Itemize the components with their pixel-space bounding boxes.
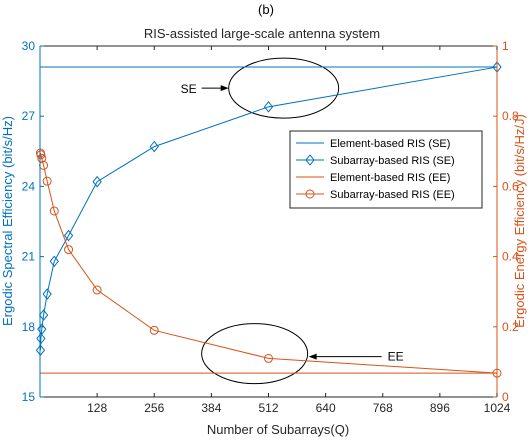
ee-arrow-head	[308, 353, 317, 360]
series-line-1	[39, 66, 498, 351]
y-right-tick-label: 0	[502, 390, 509, 404]
ee-annotation-label: EE	[388, 350, 404, 364]
y-right-tick-label: 0.2	[502, 320, 519, 334]
data-point-diamond	[92, 175, 102, 188]
data-point-circle	[64, 245, 74, 255]
annotation-layer: SE EE	[181, 82, 404, 364]
legend-label: Subarray-based RIS (SE)	[330, 155, 455, 167]
data-point-diamond	[36, 332, 46, 345]
y-axis-left-label: Ergodic Spectral Efficiency (bit/s/Hz)	[0, 116, 15, 326]
legend-label: Element-based RIS (EE)	[330, 172, 450, 184]
se-annotation-label: SE	[181, 82, 197, 96]
y-right-tick-label: 1	[502, 39, 509, 53]
legend-marker-circle	[305, 189, 315, 199]
x-axis-label: Number of Subarrays(Q)	[207, 422, 349, 437]
data-point-diamond	[49, 255, 59, 268]
ee-ellipse	[201, 323, 309, 385]
data-point-circle	[149, 325, 159, 335]
y-left-tick-label: 15	[22, 390, 36, 404]
legend-marker-diamond	[305, 154, 315, 166]
y-left-tick-label: 27	[22, 109, 36, 123]
y-right-tick-label: 0.6	[502, 179, 519, 193]
legend-label: Subarray-based RIS (EE)	[330, 189, 455, 201]
data-point-circle	[36, 150, 46, 160]
y-axis-right-label: Ergodic Energy Efficiency (bit/s/Hz/J)	[512, 114, 527, 328]
x-tick-label: 768	[373, 401, 393, 415]
y-left-tick-label: 18	[22, 320, 36, 334]
data-point-diamond	[149, 140, 159, 153]
legend: Element-based RIS (SE) Subarray-based RIS…	[289, 130, 483, 209]
axes-layer: 128 256 384 512 640 768 896 1024 15 18 21 24 27 30 0 0.…	[22, 39, 519, 415]
se-arrow-head	[220, 85, 229, 92]
chart-title: RIS-assisted large-scale antenna system	[144, 26, 380, 41]
x-tick-label: 1024	[484, 401, 511, 415]
data-point-diamond	[37, 323, 47, 335]
y-left-tick-label: 30	[22, 39, 36, 53]
x-tick-label: 640	[316, 401, 336, 415]
legend-box	[289, 130, 483, 209]
x-tick-label: 256	[144, 401, 164, 415]
data-point-diamond	[63, 229, 74, 242]
series-layer	[35, 61, 502, 378]
x-tick-label: 512	[258, 401, 278, 415]
y-left-tick-label: 21	[22, 250, 36, 264]
x-tick-label: 128	[87, 401, 107, 415]
data-point-diamond	[263, 101, 274, 113]
data-point-circle	[264, 353, 273, 363]
data-point-diamond	[42, 288, 52, 300]
data-point-circle	[92, 285, 102, 295]
x-tick-label: 384	[201, 401, 221, 415]
x-tick-label: 896	[430, 401, 450, 415]
data-point-circle	[42, 176, 52, 186]
data-point-diamond	[38, 309, 49, 321]
data-point-circle	[49, 206, 59, 216]
data-point-circle	[37, 153, 47, 163]
y-left-tick-label: 24	[22, 179, 36, 193]
y-right-tick-label: 0.8	[502, 109, 519, 123]
y-right-tick-label: 0.4	[502, 250, 519, 264]
page-title: (b)	[258, 2, 274, 17]
legend-label: Element-based RIS (SE)	[330, 138, 450, 150]
